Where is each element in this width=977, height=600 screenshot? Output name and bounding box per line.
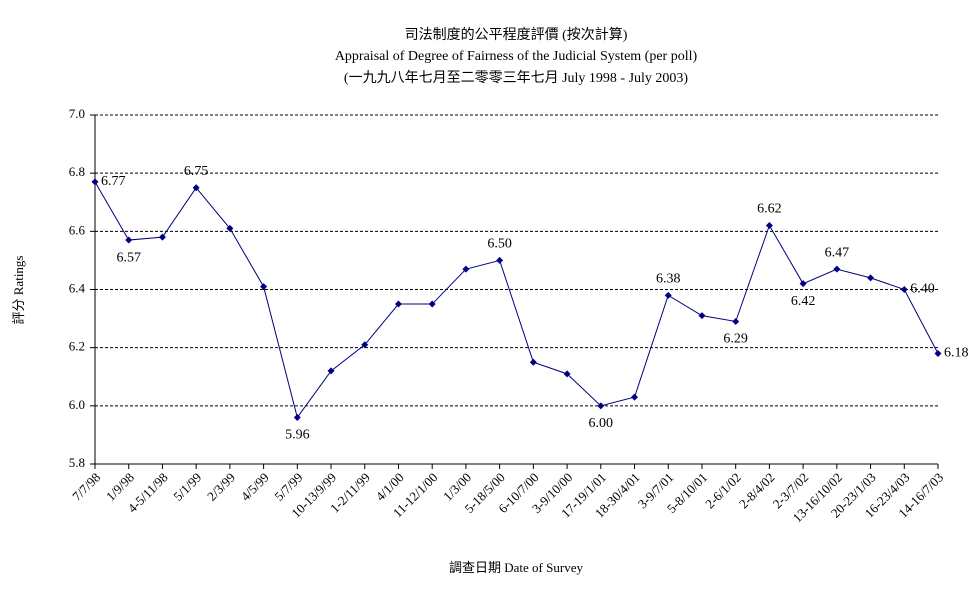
marker xyxy=(158,233,166,241)
data-label: 6.29 xyxy=(723,332,748,347)
marker xyxy=(597,402,605,410)
data-label: 6.00 xyxy=(589,416,614,431)
marker xyxy=(125,236,133,244)
data-label: 6.42 xyxy=(791,294,816,309)
marker xyxy=(496,256,504,264)
marker xyxy=(293,413,301,421)
x-tick-label: 2-8/4/02 xyxy=(736,470,778,512)
marker xyxy=(698,312,706,320)
data-label: 6.57 xyxy=(116,250,141,265)
marker xyxy=(394,300,402,308)
data-label: 6.40 xyxy=(910,282,935,297)
y-axis-label: 評分 Ratings xyxy=(11,256,26,325)
marker xyxy=(867,274,875,282)
y-tick-label: 6.8 xyxy=(69,164,85,179)
data-label: 6.75 xyxy=(184,164,209,179)
x-tick-label: 7/7/98 xyxy=(69,470,103,504)
marker xyxy=(563,370,571,378)
line xyxy=(94,181,939,419)
chart-subtitle: Appraisal of Degree of Fairness of the J… xyxy=(335,49,698,64)
chart-subtitle: (一九九八年七月至二零零三年七月 July 1998 - July 2003) xyxy=(344,70,688,86)
y-tick-label: 7.0 xyxy=(69,106,85,121)
x-tick-label: 4/5/99 xyxy=(238,470,272,504)
marker xyxy=(361,341,369,349)
marker xyxy=(529,358,537,366)
data-label: 5.96 xyxy=(285,428,310,443)
data-label: 6.47 xyxy=(825,245,850,260)
data-label: 6.18 xyxy=(944,346,969,361)
marker xyxy=(226,224,234,232)
x-tick-label: 2-6/1/02 xyxy=(702,470,744,512)
x-axis-label: 調查日期 Date of Survey xyxy=(449,560,583,575)
marker xyxy=(192,184,200,192)
marker xyxy=(428,300,436,308)
data-label: 6.38 xyxy=(656,272,681,287)
marker xyxy=(327,367,335,375)
marker xyxy=(765,222,773,230)
y-tick-label: 5.8 xyxy=(69,455,85,470)
marker xyxy=(900,286,908,293)
x-tick-label: 2/3/99 xyxy=(204,470,238,504)
chart-title: 司法制度的公平程度評價 (按次計算) xyxy=(405,26,628,43)
marker xyxy=(934,349,942,357)
marker xyxy=(91,178,99,186)
data-label: 6.77 xyxy=(101,174,126,189)
data-label: 6.62 xyxy=(757,202,782,217)
marker xyxy=(260,283,268,291)
y-tick-label: 6.2 xyxy=(69,339,85,354)
marker xyxy=(462,265,470,273)
y-tick-label: 6.0 xyxy=(69,397,85,412)
marker xyxy=(833,265,841,273)
y-tick-label: 6.4 xyxy=(69,280,86,295)
marker xyxy=(631,393,639,401)
marker xyxy=(732,317,740,325)
marker xyxy=(664,291,672,299)
marker xyxy=(799,280,807,288)
x-tick-label: 5/1/99 xyxy=(170,470,204,504)
y-tick-label: 6.6 xyxy=(69,222,86,237)
data-label: 6.50 xyxy=(487,237,512,252)
